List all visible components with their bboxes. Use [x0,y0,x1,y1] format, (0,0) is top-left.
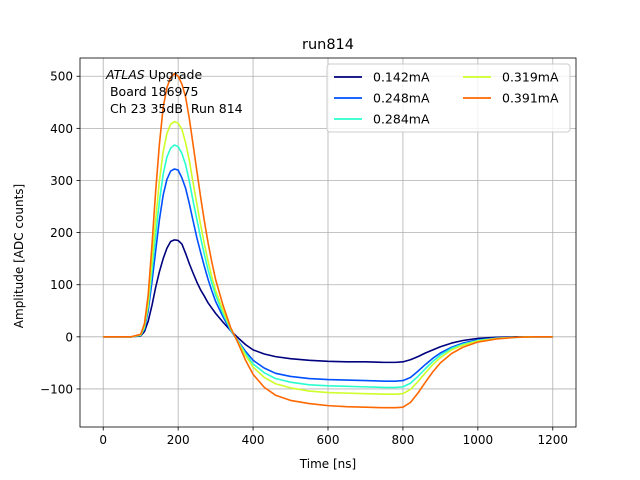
axis-ticks: 0 200 400 600 800 1000 1200 −100 0 100 200 300 400 50… [40,70,568,447]
annotation-channel: Ch 23 35dB Run 814 [106,101,243,116]
legend: 0.142mA 0.248mA 0.284mA 0.319mA 0.391mA [326,63,571,133]
x-tick-label: 1200 [538,433,569,447]
y-tick-label: −100 [40,382,73,396]
legend-label: 0.391mA [502,91,559,106]
y-tick-label: 0 [65,330,73,344]
y-tick-label: 400 [50,122,73,136]
legend-label: 0.319mA [502,70,559,85]
series-lines [103,72,553,409]
x-tick-label: 200 [167,433,190,447]
legend-label: 0.142mA [373,70,430,85]
series-line [103,120,553,395]
series-line [103,239,553,364]
y-tick-label: 200 [50,226,73,240]
annotation-board: Board 186975 [106,84,198,99]
x-tick-label: 800 [391,433,414,447]
svg-text:ATLAS Upgrade: ATLAS Upgrade [105,67,202,82]
y-tick-label: 100 [50,278,73,292]
legend-box [326,63,571,133]
series-line [103,144,553,389]
x-tick-label: 600 [317,433,340,447]
x-tick-label: 0 [99,433,107,447]
annotation-atlas: ATLAS [105,67,145,82]
y-tick-label: 500 [50,70,73,84]
annotation: ATLAS Upgrade Board 186975 Ch 23 35dB Ru… [105,67,243,116]
x-axis-label: Time [ns] [299,457,356,471]
series-line [103,72,553,409]
y-axis-label: Amplitude [ADC counts] [12,184,26,328]
series-line [103,168,553,382]
x-tick-label: 1000 [463,433,494,447]
chart-title: run814 [302,37,354,53]
x-tick-label: 400 [242,433,265,447]
legend-label: 0.284mA [373,112,430,127]
annotation-upgrade: Upgrade [145,67,203,82]
y-tick-label: 300 [50,174,73,188]
legend-label: 0.248mA [373,91,430,106]
